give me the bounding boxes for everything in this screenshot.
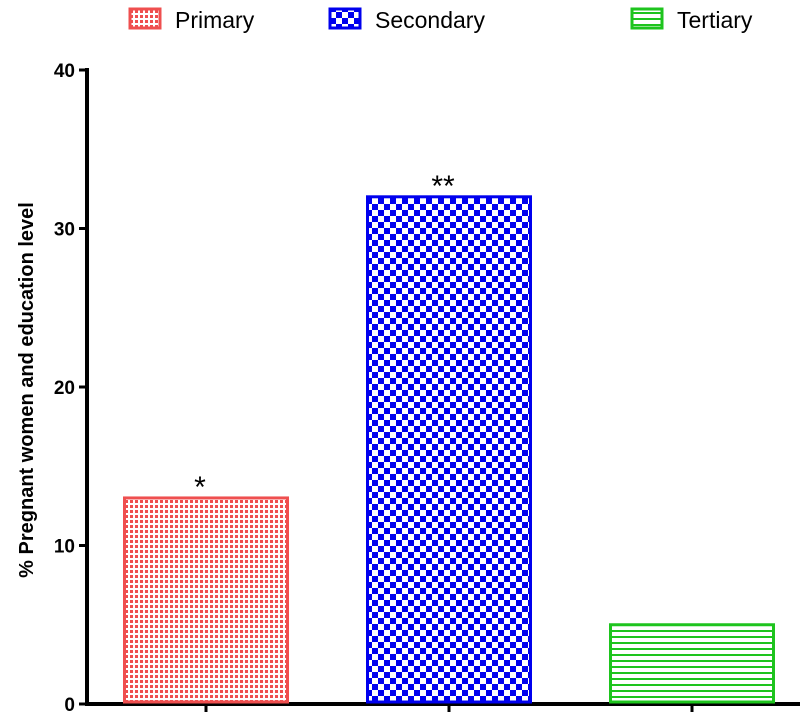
bar-secondary xyxy=(366,195,532,704)
bar-primary xyxy=(123,496,289,704)
legend-label-secondary: Secondary xyxy=(375,7,485,33)
y-tick-label: 10 xyxy=(54,537,75,558)
y-tick-label: 40 xyxy=(54,61,75,82)
y-axis-label: % Pregnant women and education level xyxy=(16,202,38,578)
legend-label-tertiary: Tertiary xyxy=(677,7,753,33)
legend-label-primary: Primary xyxy=(175,7,255,33)
y-tick-label: 30 xyxy=(54,220,75,241)
significance-marker: ** xyxy=(431,170,455,203)
legend-swatch-primary xyxy=(128,7,162,30)
annotations: *** xyxy=(194,170,455,504)
y-tick-label: 20 xyxy=(54,378,75,399)
legend: Primary Secondary Tertiary xyxy=(128,7,753,33)
axes: 0 10 20 30 40 % Pregnant women and education … xyxy=(16,61,800,713)
legend-swatch-secondary xyxy=(328,7,362,30)
bar-tertiary xyxy=(609,623,775,704)
legend-swatch-tertiary xyxy=(630,7,664,30)
significance-marker: * xyxy=(194,471,206,504)
bars xyxy=(123,195,775,704)
y-tick-label: 0 xyxy=(64,695,75,713)
